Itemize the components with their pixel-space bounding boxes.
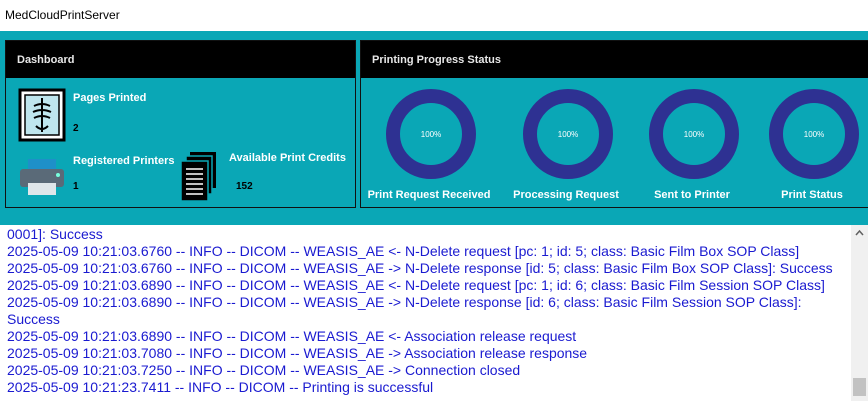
progress-label: Print Status: [781, 189, 843, 201]
progress-ring: [523, 89, 613, 179]
progress-percent: 100%: [558, 130, 578, 139]
log-line: 2025-05-09 10:21:03.6890 -- INFO -- DICO…: [7, 277, 825, 293]
progress-ring: [386, 89, 476, 179]
progress-label: Sent to Printer: [654, 189, 731, 201]
log-view[interactable]: 0001]: Success 2025-05-09 10:21:03.6760 -…: [0, 225, 868, 401]
scrollbar-graphic: [853, 229, 866, 396]
title-bar: MedCloudPrintServer: [0, 0, 868, 31]
credits-label: Available Print Credits: [229, 152, 346, 164]
panel-header: Printing Progress Status: [361, 41, 868, 78]
xray-icon: [18, 88, 66, 142]
panel-title: Dashboard: [17, 54, 75, 66]
log-line: 0001]: Success: [7, 226, 103, 242]
progress-percent: 100%: [684, 130, 704, 139]
printers-value: 1: [73, 181, 79, 192]
dashboard-panel: Dashboard Pages Printed 2 Registered Pri…: [5, 40, 356, 208]
log-lines: 0001]: Success 2025-05-09 10:21:03.6760 -…: [7, 226, 847, 396]
credits-value: 152: [236, 181, 253, 192]
panel-title: Printing Progress Status: [372, 54, 501, 66]
log-line: 2025-05-09 10:21:03.7080 -- INFO -- DICO…: [7, 345, 588, 361]
progress-label: Processing Request: [513, 189, 619, 201]
log-line: 2025-05-09 10:21:23.7411 -- INFO -- DICO…: [7, 379, 434, 395]
progress-rings: 100% Print Request Received 100% Processing…: [368, 89, 859, 201]
log-line: 2025-05-09 10:21:03.7250 -- INFO -- DICO…: [7, 362, 521, 378]
progress-percent: 100%: [804, 130, 824, 139]
documents-icon: [180, 152, 216, 202]
scrollbar[interactable]: [851, 225, 868, 401]
log-line: 2025-05-09 10:21:03.6890 -- INFO -- DICO…: [7, 328, 577, 344]
window-title: MedCloudPrintServer: [5, 8, 120, 22]
printers-label: Registered Printers: [73, 155, 175, 167]
log-line: 2025-05-09 10:21:03.6890 -- INFO -- DICO…: [7, 294, 802, 310]
printer-icon: [20, 159, 64, 195]
log-line: 2025-05-09 10:21:03.6760 -- INFO -- DICO…: [7, 260, 833, 276]
progress-ring: [769, 89, 859, 179]
pages-label: Pages Printed: [73, 92, 147, 104]
progress-ring: [649, 89, 739, 179]
progress-panel: Printing Progress Status 100% Print Reque…: [360, 40, 868, 208]
log-line: 2025-05-09 10:21:03.6760 -- INFO -- DICO…: [7, 243, 800, 259]
progress-label: Print Request Received: [368, 189, 491, 201]
progress-percent: 100%: [421, 130, 441, 139]
log-line: Success: [7, 311, 60, 327]
pages-value: 2: [73, 123, 79, 134]
panel-header: Dashboard: [6, 41, 355, 78]
